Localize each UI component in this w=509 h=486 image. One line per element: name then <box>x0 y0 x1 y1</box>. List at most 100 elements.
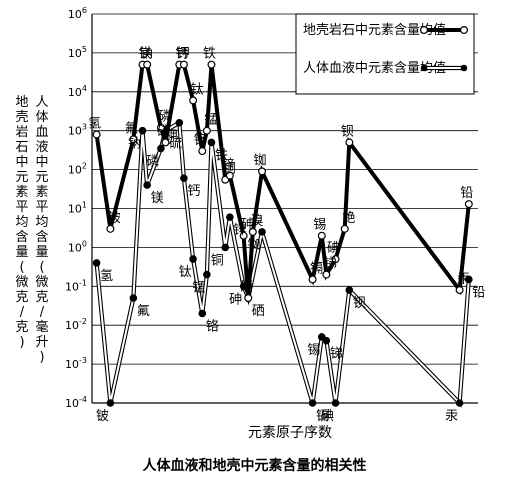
crust-point-label: 钾 <box>177 47 190 62</box>
blood-point <box>143 181 151 189</box>
blood-point-label: 铅 <box>472 285 485 300</box>
blood-point-label: 钛 <box>179 265 192 280</box>
crust-point-label: 锑 <box>324 257 337 272</box>
crust-point <box>198 147 207 156</box>
blood-point-label: 硒 <box>252 304 265 319</box>
crust-point-label: 磷 <box>158 110 171 125</box>
crust-point-label: 硫 <box>157 124 170 139</box>
blood-point <box>189 255 197 263</box>
blood-point <box>465 275 473 284</box>
blood-point-label: 碘 <box>321 409 334 424</box>
blood-point <box>175 118 184 127</box>
crust-point <box>239 231 248 240</box>
crust-point-label: 汞 <box>457 272 470 287</box>
blood-point <box>180 174 188 183</box>
crust-point-label: 铍 <box>108 211 121 226</box>
crust-point-label: 碘 <box>327 241 340 256</box>
blood-point <box>239 282 248 291</box>
legend-crust-marker <box>420 26 429 35</box>
series-lines <box>94 62 471 408</box>
blood-point-label: 铍 <box>96 409 109 424</box>
blood-point-label: 汞 <box>445 409 458 424</box>
axes <box>91 14 478 404</box>
legend-crust-marker <box>460 26 469 35</box>
crust-point-label: 铜 <box>223 162 236 177</box>
crust-point <box>345 138 354 147</box>
crust-point-label: 锰 <box>204 113 217 128</box>
blood-point <box>106 399 115 407</box>
blood-point-label: 硫 <box>169 137 182 152</box>
blood-point-label: 镁 <box>151 191 164 206</box>
y-tick-label: 10-4 <box>65 395 87 410</box>
crust-point <box>317 231 326 240</box>
blood-point <box>308 399 317 407</box>
crust-point <box>258 167 267 176</box>
blood-point-label: 钾 <box>165 129 178 144</box>
y-tick-label: 102 <box>68 162 87 177</box>
crust-point <box>129 135 138 144</box>
blood-point-label: 铷 <box>248 238 261 253</box>
crust-point <box>156 123 165 132</box>
y-axis-label-blood: 人体血液中元素平均含量(微克 / 毫升) <box>35 95 49 365</box>
crust-point <box>179 60 188 69</box>
blood-point-label: 磷 <box>146 154 159 169</box>
figure-caption: 人体血液和地壳中元素含量的相关性 <box>142 458 367 474</box>
crust-point <box>308 275 317 284</box>
legend-box <box>295 13 475 95</box>
crust-point <box>464 200 473 209</box>
blood-point <box>345 286 354 294</box>
blood-point <box>207 138 216 147</box>
crust-point-label: 氢 <box>88 116 101 131</box>
crust-point <box>322 270 331 279</box>
x-axis-label: 元素原子序数 <box>248 425 332 441</box>
crust-point-label: 硒 <box>240 280 253 295</box>
y-tick-label: 105 <box>68 45 87 60</box>
crust-point-label: 铅 <box>460 186 473 201</box>
blood-point <box>203 270 211 279</box>
crust-point <box>189 96 198 105</box>
crust-point-label: 铬 <box>194 132 207 148</box>
legend-blood-marker <box>460 64 468 72</box>
blood-point <box>331 399 340 407</box>
crust-point <box>225 171 234 180</box>
blood-point-label: 锌 <box>233 223 246 238</box>
blood-point-label: 锡 <box>307 343 320 358</box>
crust-point-label: 铁 <box>203 47 216 62</box>
crust-point <box>455 286 464 295</box>
crust-point <box>244 294 253 303</box>
y-tick-label: 104 <box>68 84 87 99</box>
crust-point-label: 砷 <box>241 218 254 233</box>
y-tick-label: 10-3 <box>65 356 87 371</box>
blood-point-label: 锰 <box>192 281 205 296</box>
blood-point-label: 锑 <box>330 347 343 362</box>
blood-point <box>258 228 266 236</box>
blood-point-label: 钡 <box>353 296 366 311</box>
crust-point-label: 氟 <box>125 121 138 136</box>
y-tick-label: 106 <box>68 6 87 21</box>
legend-marks <box>420 26 469 72</box>
crust-point <box>106 224 115 233</box>
crust-point <box>340 224 349 233</box>
crust-point-label: 铯 <box>342 210 355 226</box>
crust-point <box>248 227 257 236</box>
crust-point-label: 锌 <box>221 158 234 173</box>
blood-point <box>226 213 234 221</box>
legend-blood-label: 人体血液中元素含量均值 <box>303 60 446 76</box>
blood-point-label: 镉 <box>316 408 329 424</box>
series-markers <box>92 60 473 407</box>
legend: 地壳岩石中元素含量均值 人体血液中元素含量均值 <box>295 13 475 95</box>
blood-point <box>129 294 138 302</box>
crust-series-line <box>94 62 471 299</box>
blood-point-label: 钠 <box>128 137 141 152</box>
crust-point <box>331 255 340 264</box>
blood-point <box>221 243 230 252</box>
y-tick-label: 10-1 <box>65 278 87 293</box>
crust-point <box>207 60 216 69</box>
crust-point-label: 钡 <box>341 124 354 139</box>
crust-point-label: 铷 <box>254 153 267 168</box>
crust-point-label: 钠 <box>140 47 153 62</box>
blood-point <box>138 126 147 135</box>
crust-point-label: 钙 <box>175 47 188 62</box>
crust-point-label: 锡 <box>313 218 326 233</box>
